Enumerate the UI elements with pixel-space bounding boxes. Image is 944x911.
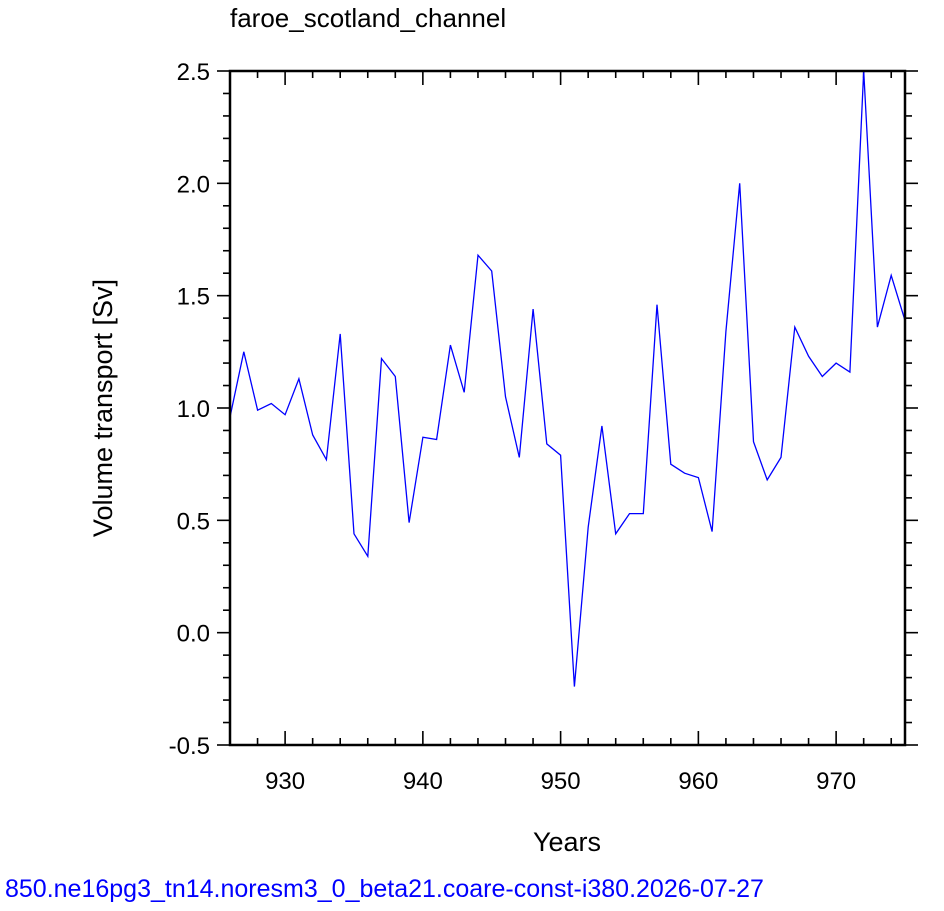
y-tick-label: 2.5	[177, 59, 210, 86]
y-tick-label: -0.5	[169, 733, 210, 760]
plot-frame	[228, 69, 907, 747]
x-axis-label: Years	[533, 827, 601, 857]
x-tick-label: 950	[541, 768, 581, 795]
y-tick-label: 1.5	[177, 284, 210, 311]
axis-tick-labels: 930 940 950 960 970 -0.5 0.0 0.5 1.0 1.5 2.0 2.5	[169, 59, 857, 795]
y-tick-label: 0.5	[177, 508, 210, 535]
x-tick-label: 930	[265, 768, 305, 795]
footer-run-id: 850.ne16pg3_tn14.noresm3_0_beta21.coare-…	[5, 875, 764, 903]
y-tick-label: 0.0	[177, 621, 210, 648]
x-tick-label: 940	[403, 768, 443, 795]
y-axis-label: Volume transport [Sv]	[88, 279, 118, 537]
chart-title: faroe_scotland_channel	[230, 3, 506, 33]
series-line	[229, 70, 906, 687]
y-tick-label: 2.0	[177, 171, 210, 198]
axis-ticks	[217, 70, 918, 746]
x-tick-label: 960	[678, 768, 718, 795]
y-tick-label: 1.0	[177, 396, 210, 423]
x-tick-label: 970	[816, 768, 856, 795]
